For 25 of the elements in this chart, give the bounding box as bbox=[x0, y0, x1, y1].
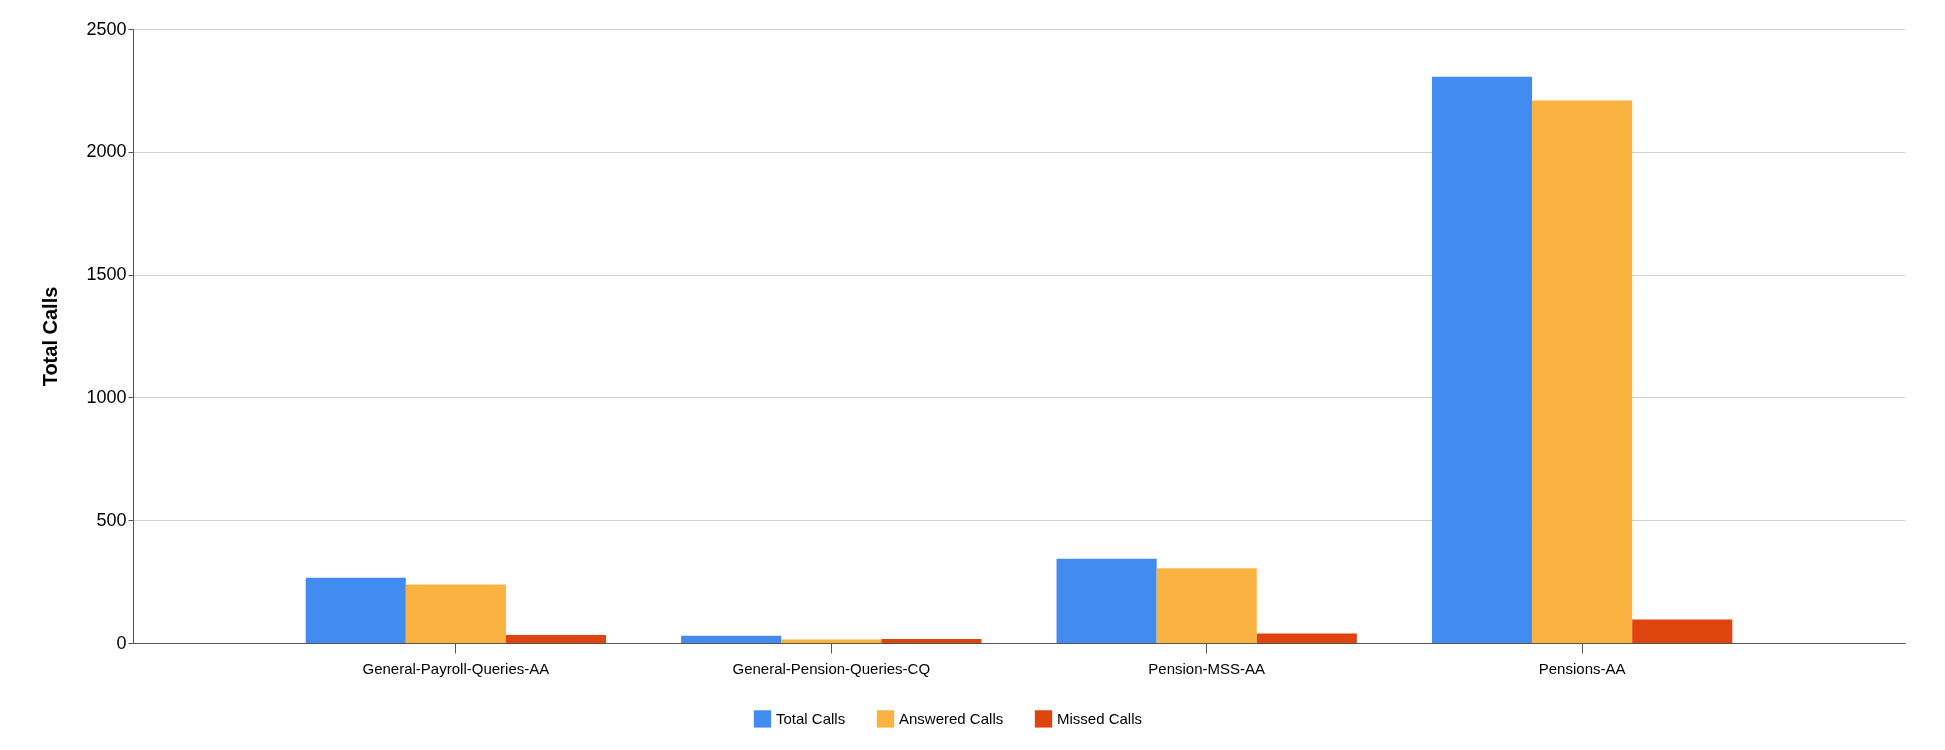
bar bbox=[1532, 100, 1633, 643]
bar bbox=[1632, 619, 1733, 643]
legend-label: Missed Calls bbox=[1057, 709, 1143, 727]
y-tick-label: 500 bbox=[96, 509, 127, 530]
legend-label: Answered Calls bbox=[899, 709, 1004, 727]
bar bbox=[881, 639, 982, 643]
legend-label: Total Calls bbox=[776, 709, 846, 727]
bar bbox=[1256, 633, 1357, 643]
bar bbox=[505, 634, 607, 643]
bar bbox=[305, 577, 406, 643]
x-tick-label: General-Pension-Queries-CQ bbox=[732, 659, 931, 677]
bar bbox=[1156, 568, 1257, 643]
y-tick-label: 1500 bbox=[86, 264, 127, 285]
x-tick-label: Pension-MSS-AA bbox=[1148, 659, 1266, 677]
bar bbox=[1056, 558, 1157, 643]
y-tick-label: 2500 bbox=[86, 18, 127, 39]
bar bbox=[681, 635, 782, 643]
bar bbox=[405, 584, 506, 643]
y-axis-title: Total Calls bbox=[39, 286, 62, 387]
y-tick-label: 2000 bbox=[86, 141, 127, 162]
x-tick-label: Pensions-AA bbox=[1538, 659, 1626, 677]
x-tick-label: General-Payroll-Queries-AA bbox=[362, 659, 550, 677]
y-tick-label: 1000 bbox=[86, 386, 127, 407]
bar bbox=[1431, 76, 1533, 643]
y-tick-label: 0 bbox=[116, 632, 127, 653]
